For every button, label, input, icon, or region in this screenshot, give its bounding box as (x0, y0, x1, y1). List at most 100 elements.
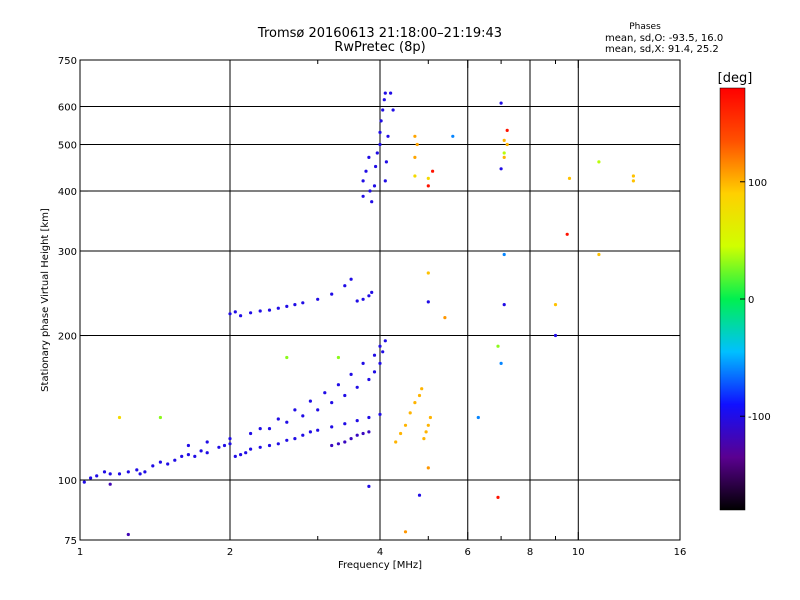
scatter-point (258, 445, 262, 449)
scatter-point (378, 361, 382, 365)
x-tick-label: 8 (527, 547, 533, 558)
scatter-point (431, 169, 435, 173)
x-tick-label: 16 (674, 547, 687, 558)
scatter-point (443, 316, 447, 320)
scatter-point (631, 179, 636, 183)
scatter-point (239, 453, 243, 457)
scatter-point (301, 433, 305, 437)
scatter-point (367, 294, 371, 298)
scatter-point (426, 176, 430, 180)
scatter-point (249, 431, 253, 436)
scatter-point (82, 480, 86, 484)
scatter-point (89, 476, 93, 480)
scatter-point (382, 98, 386, 102)
scatter-point (330, 292, 334, 296)
scatter-point (285, 304, 289, 308)
scatter-point (424, 430, 428, 434)
scatter-point (323, 391, 327, 395)
y-tick-label: 100 (58, 476, 77, 487)
scatter-point (276, 306, 280, 310)
scatter-point (108, 482, 112, 486)
chart-title: Tromsø 20160613 21:18:00–21:19:43 (257, 26, 503, 41)
scatter-point (372, 370, 377, 374)
scatter-point (343, 440, 347, 444)
scatter-point (426, 271, 430, 275)
scatter-point (499, 167, 503, 171)
scatter-point (186, 443, 190, 448)
colorbar-tick-label: -100 (748, 412, 771, 423)
scatter-point (173, 458, 177, 462)
y-tick-label: 750 (58, 56, 77, 67)
phases-legend-x-stats: mean, sd,X: 91.4, 25.2 (605, 44, 719, 55)
scatter-point (372, 184, 377, 188)
scatter-point (330, 443, 334, 448)
scatter-point (375, 151, 379, 155)
scatter-point (378, 344, 382, 348)
scatter-point (361, 297, 365, 301)
scatter-point (308, 399, 312, 403)
scatter-point (374, 164, 378, 169)
scatter-point (186, 453, 190, 457)
scatter-point (502, 138, 506, 142)
scatter-point (361, 179, 365, 183)
scatter-point (370, 200, 374, 204)
scatter-point (102, 470, 107, 474)
scatter-point (403, 530, 408, 534)
scatter-point (383, 91, 387, 95)
scatter-point (355, 385, 359, 389)
scatter-point (126, 532, 130, 537)
scatter-point (249, 311, 253, 315)
scatter-point (496, 344, 500, 348)
scatter-point (233, 310, 237, 314)
scatter-point (199, 449, 203, 453)
scatter-point (381, 350, 385, 354)
y-tick-label: 200 (58, 332, 77, 343)
scatter-point (222, 443, 227, 448)
scatter-point (378, 142, 382, 147)
scatter-point (367, 377, 371, 382)
scatter-point (301, 414, 305, 418)
chart-subtitle: RwPretec (8p) (334, 40, 426, 55)
scatter-point (413, 134, 417, 138)
scatter-point (499, 101, 503, 105)
y-tick-label: 500 (58, 141, 77, 152)
scatter-point (228, 312, 232, 316)
scatter-point (399, 431, 403, 436)
scatter-point (138, 472, 142, 476)
scatter-point (426, 184, 430, 188)
scatter-point (276, 417, 280, 421)
scatter-point (233, 454, 237, 458)
phases-legend-o-stats: mean, sd,O: -93.5, 16.0 (605, 33, 724, 44)
scatter-point (180, 454, 184, 458)
scatter-point (381, 108, 385, 112)
scatter-point (293, 303, 297, 307)
scatter-point (417, 493, 422, 497)
scatter-point (158, 415, 162, 420)
scatter-point (553, 333, 558, 338)
y-axis-label: Stationary phase Virtual Height [km] (40, 208, 51, 392)
x-tick-label: 4 (377, 547, 383, 558)
scatter-point (267, 427, 272, 431)
scatter-point (597, 160, 601, 164)
scatter-point (293, 408, 297, 412)
scatter-point (413, 155, 417, 159)
scatter-point (361, 431, 365, 436)
scatter-point (336, 383, 340, 387)
scatter-point (228, 442, 232, 446)
scatter-point (367, 484, 371, 488)
scatter-point (193, 454, 197, 458)
scatter-point (367, 155, 371, 159)
scatter-point (117, 472, 122, 476)
scatter-point (394, 440, 398, 444)
scatter-point (403, 423, 408, 427)
scatter-point (330, 401, 334, 405)
colorbar-tick-label: 100 (748, 178, 767, 189)
scatter-point (336, 442, 340, 446)
scatter-point (95, 474, 99, 478)
y-tick-label: 400 (58, 187, 77, 198)
scatter-point (367, 415, 371, 420)
scatter-point (378, 130, 382, 134)
scatter-point (372, 353, 377, 357)
scatter-point (336, 355, 340, 360)
scatter-point (228, 437, 232, 441)
